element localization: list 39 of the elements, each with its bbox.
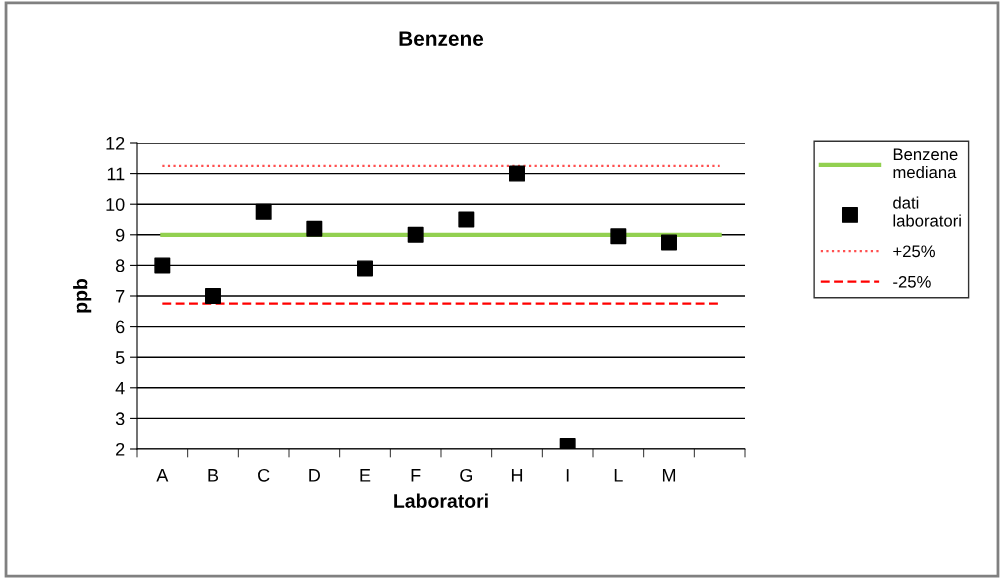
legend-label: -25%	[893, 275, 931, 288]
x-tick-label: B	[208, 469, 219, 482]
y-tick-label: 10	[106, 198, 125, 211]
point	[661, 234, 677, 251]
x-tick-label: I	[566, 469, 569, 482]
chart-title: Benzene	[399, 31, 484, 46]
point	[610, 228, 627, 245]
x-tick-label: G	[460, 468, 473, 482]
x-tick-label: E	[360, 469, 371, 482]
x-tick-label: H	[511, 469, 523, 482]
point	[458, 211, 475, 228]
legend-label: dati laboratori	[893, 196, 961, 227]
y-tick-label: 4	[115, 381, 125, 395]
point	[205, 288, 221, 304]
point	[407, 226, 424, 243]
y-tick-label: 8	[115, 259, 125, 273]
point	[357, 260, 373, 277]
y-tick-label: 6	[116, 320, 125, 334]
y-tick-label: 7	[116, 290, 125, 303]
point	[509, 165, 525, 182]
y-tick-label: 3	[115, 412, 125, 426]
y-tick-label: 11	[107, 167, 125, 181]
x-axis-title: Laboratori	[394, 493, 488, 508]
y-axis-title: ppb	[73, 278, 92, 313]
point	[306, 220, 323, 237]
x-tick-label: L	[614, 469, 623, 482]
point	[154, 257, 171, 274]
x-tick-label: D	[309, 469, 320, 482]
legend-label: Benzene mediana	[893, 148, 958, 179]
x-tick-label: M	[662, 469, 676, 482]
point	[255, 203, 272, 220]
y-tick-label: 5	[115, 351, 125, 364]
x-tick-label: F	[411, 469, 421, 482]
legend-label: +25%	[893, 245, 935, 258]
y-tick-label: 9	[116, 228, 125, 242]
x-tick-label: A	[156, 469, 169, 482]
y-tick-label: 12	[106, 136, 125, 150]
x-tick-label: C	[258, 468, 270, 482]
y-tick-label: 2	[116, 442, 125, 456]
